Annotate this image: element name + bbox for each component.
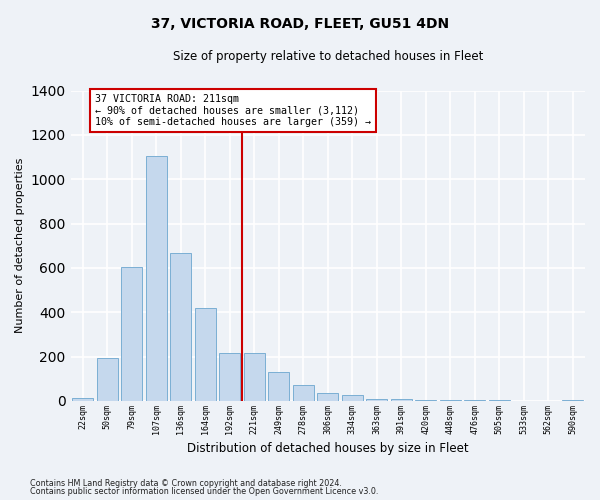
Bar bbox=[440, 400, 461, 401]
Bar bbox=[562, 400, 583, 401]
Text: Contains public sector information licensed under the Open Government Licence v3: Contains public sector information licen… bbox=[30, 487, 379, 496]
Bar bbox=[342, 396, 362, 401]
Bar bbox=[97, 358, 118, 401]
Bar bbox=[195, 308, 215, 401]
X-axis label: Distribution of detached houses by size in Fleet: Distribution of detached houses by size … bbox=[187, 442, 469, 455]
Text: Contains HM Land Registry data © Crown copyright and database right 2024.: Contains HM Land Registry data © Crown c… bbox=[30, 478, 342, 488]
Bar bbox=[220, 353, 240, 401]
Title: Size of property relative to detached houses in Fleet: Size of property relative to detached ho… bbox=[173, 50, 483, 63]
Bar bbox=[317, 393, 338, 401]
Bar bbox=[244, 353, 265, 401]
Bar bbox=[391, 398, 412, 401]
Bar bbox=[268, 372, 289, 401]
Bar bbox=[121, 267, 142, 401]
Bar bbox=[170, 254, 191, 401]
Bar bbox=[415, 400, 436, 401]
Bar bbox=[293, 386, 314, 401]
Bar bbox=[146, 156, 167, 401]
Y-axis label: Number of detached properties: Number of detached properties bbox=[15, 158, 25, 334]
Bar bbox=[73, 398, 93, 401]
Bar bbox=[367, 398, 387, 401]
Text: 37, VICTORIA ROAD, FLEET, GU51 4DN: 37, VICTORIA ROAD, FLEET, GU51 4DN bbox=[151, 18, 449, 32]
Text: 37 VICTORIA ROAD: 211sqm
← 90% of detached houses are smaller (3,112)
10% of sem: 37 VICTORIA ROAD: 211sqm ← 90% of detach… bbox=[95, 94, 371, 127]
